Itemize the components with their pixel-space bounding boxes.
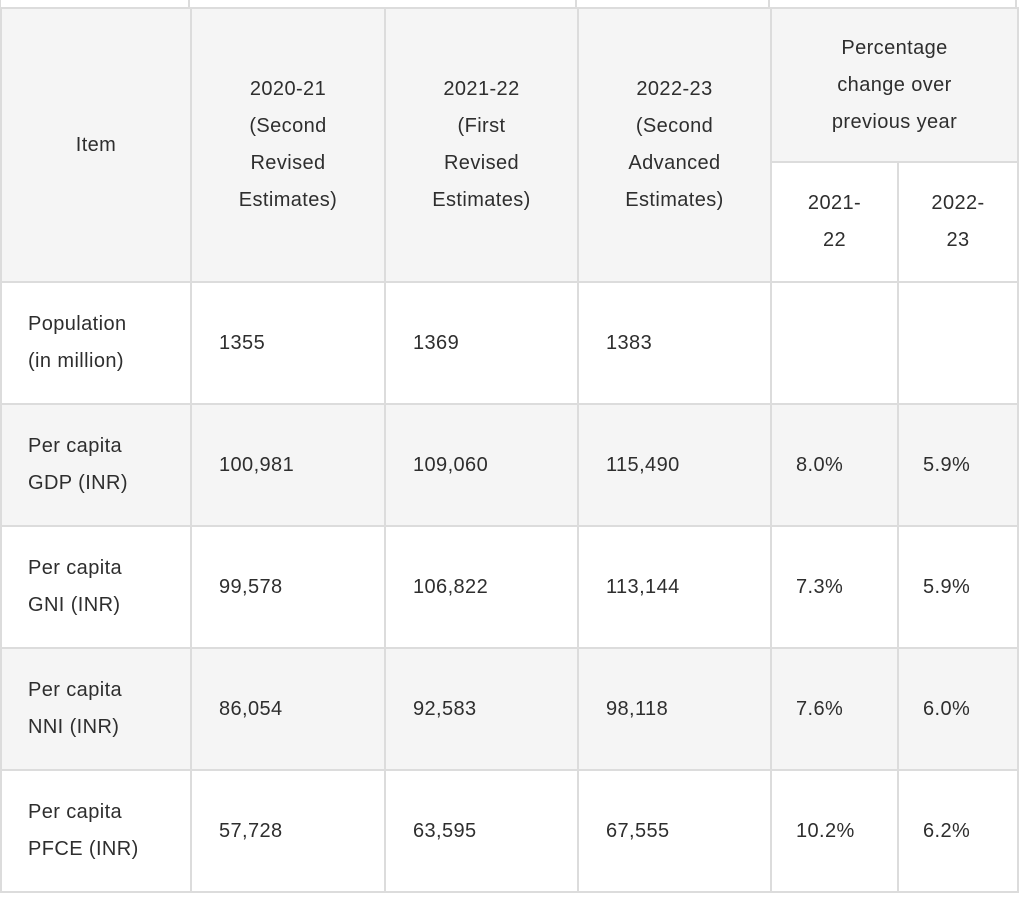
pct-change-2021-22: 7.6% — [770, 647, 899, 771]
cropped-cell — [0, 0, 190, 7]
row-label: Per capita PFCE (INR) — [0, 769, 192, 893]
pct-change-2021-22 — [770, 281, 899, 405]
value-2021-22: 106,822 — [384, 525, 579, 649]
cropped-cell — [577, 0, 770, 7]
pct-change-2021-22: 8.0% — [770, 403, 899, 527]
value-2021-22: 63,595 — [384, 769, 579, 893]
value-2022-23: 67,555 — [577, 769, 772, 893]
cropped-row-sliver — [0, 0, 1017, 7]
value-2021-22: 1369 — [384, 281, 579, 405]
pct-change-2022-23: 5.9% — [896, 403, 1020, 527]
table-row-per-capita-nni: Per capita NNI (INR) 86,054 92,583 98,11… — [0, 647, 1020, 771]
pct-change-2021-22: 10.2% — [770, 769, 899, 893]
value-2020-21: 57,728 — [190, 769, 386, 893]
value-2020-21: 100,981 — [190, 403, 386, 527]
table-body: Population (in million) 1355 1369 1383 P… — [0, 281, 1020, 893]
row-label: Population (in million) — [0, 281, 192, 405]
per-capita-income-table: Item 2020-21 (Second Revised Estimates) … — [0, 7, 1020, 893]
value-2020-21: 86,054 — [190, 647, 386, 771]
col-header-2021-22: 2021-22 (First Revised Estimates) — [384, 7, 579, 283]
col-header-item: Item — [0, 7, 192, 283]
value-2021-22: 92,583 — [384, 647, 579, 771]
col-header-2020-21: 2020-21 (Second Revised Estimates) — [190, 7, 386, 283]
value-2022-23: 113,144 — [577, 525, 772, 649]
col-subheader-pct-2021-22: 2021- 22 — [770, 161, 899, 283]
row-label: Per capita GDP (INR) — [0, 403, 192, 527]
header-row-sub: 2021- 22 2022- 23 — [1, 161, 1020, 283]
col-subheader-pct-2022-23: 2022- 23 — [896, 161, 1020, 283]
table-row-population: Population (in million) 1355 1369 1383 — [0, 281, 1020, 405]
table-header: Item 2020-21 (Second Revised Estimates) … — [0, 7, 1020, 283]
cropped-cell — [770, 0, 1017, 7]
value-2020-21: 1355 — [190, 281, 386, 405]
col-header-percentage-change-group: Percentage change over previous year — [769, 7, 1020, 163]
header-row-main: Item 2020-21 (Second Revised Estimates) … — [0, 7, 1020, 283]
row-label: Per capita NNI (INR) — [0, 647, 192, 771]
pct-change-2022-23 — [896, 281, 1020, 405]
value-2022-23: 1383 — [577, 281, 772, 405]
value-2022-23: 98,118 — [577, 647, 772, 771]
table-row-per-capita-gni: Per capita GNI (INR) 99,578 106,822 113,… — [0, 525, 1020, 649]
row-label: Per capita GNI (INR) — [0, 525, 192, 649]
pct-change-2021-22: 7.3% — [770, 525, 899, 649]
cropped-cell — [190, 0, 384, 7]
value-2022-23: 115,490 — [577, 403, 772, 527]
value-2021-22: 109,060 — [384, 403, 579, 527]
table-row-per-capita-pfce: Per capita PFCE (INR) 57,728 63,595 67,5… — [0, 769, 1020, 893]
col-header-2022-23: 2022-23 (Second Advanced Estimates) — [577, 7, 772, 283]
cropped-cell — [384, 0, 577, 7]
pct-change-2022-23: 5.9% — [896, 525, 1020, 649]
pct-change-2022-23: 6.0% — [896, 647, 1020, 771]
pct-change-2022-23: 6.2% — [896, 769, 1020, 893]
table-row-per-capita-gdp: Per capita GDP (INR) 100,981 109,060 115… — [0, 403, 1020, 527]
value-2020-21: 99,578 — [190, 525, 386, 649]
